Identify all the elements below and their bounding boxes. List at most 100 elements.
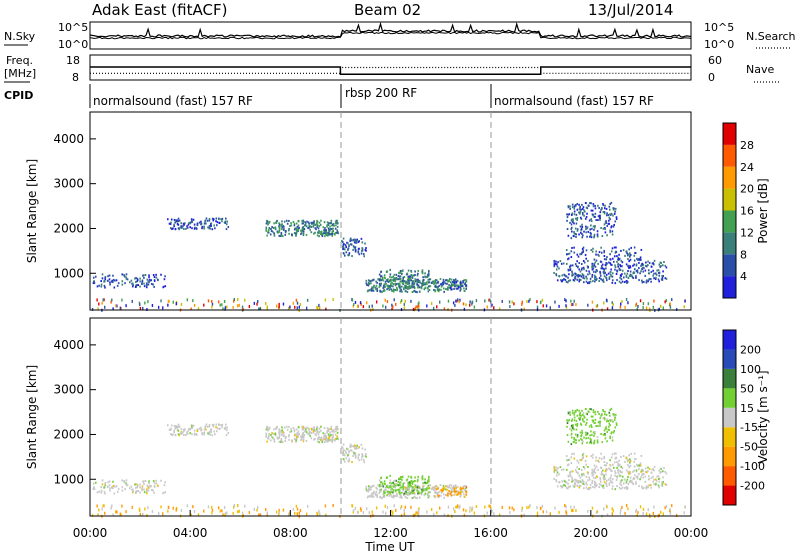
velocity-echo xyxy=(96,504,98,508)
velocity-echo xyxy=(591,468,594,471)
power-echo xyxy=(576,208,579,211)
velocity-echo xyxy=(610,474,612,477)
power-echo xyxy=(156,278,159,281)
velocity-echo xyxy=(300,437,303,440)
power-echo xyxy=(429,285,432,288)
velocity-echo xyxy=(650,476,653,479)
power-echo xyxy=(409,275,412,278)
power-echo xyxy=(575,235,577,238)
power-echo xyxy=(457,287,459,290)
power-echo xyxy=(305,306,308,310)
velocity-echo xyxy=(121,504,123,508)
power-y-tick-label-3: 4000 xyxy=(53,132,84,146)
power-echo xyxy=(403,275,406,278)
velocity-echo xyxy=(577,461,580,464)
power-echo xyxy=(237,298,239,302)
velocity-echo xyxy=(192,424,195,427)
power-echo xyxy=(583,209,585,212)
power-echo xyxy=(635,276,637,279)
power-echo xyxy=(145,286,148,289)
velocity-echo xyxy=(110,486,113,489)
power-echo xyxy=(302,220,305,223)
power-echo xyxy=(378,286,381,289)
velocity-echo xyxy=(258,513,260,517)
velocity-echo xyxy=(319,429,322,432)
power-echo xyxy=(655,276,657,279)
power-echo xyxy=(573,222,575,225)
power-echo xyxy=(302,234,305,237)
velocity-echo xyxy=(603,478,605,481)
power-echo xyxy=(314,223,317,226)
power-echo xyxy=(295,234,297,237)
velocity-echo xyxy=(624,511,626,515)
velocity-echo xyxy=(224,512,227,516)
power-echo xyxy=(318,235,320,238)
power-echo xyxy=(571,218,573,221)
velocity-echo xyxy=(566,459,568,462)
velocity-echo xyxy=(450,491,453,494)
power-echo xyxy=(653,299,655,303)
velocity-echo xyxy=(417,508,419,512)
velocity-echo xyxy=(302,440,305,443)
velocity-echo xyxy=(580,423,583,426)
velocity-echo xyxy=(302,438,305,441)
power-echo xyxy=(269,233,272,236)
velocity-echo xyxy=(208,431,211,434)
velocity-echo xyxy=(398,483,401,486)
velocity-echo xyxy=(391,513,393,517)
power-echo xyxy=(625,274,628,277)
power-echo xyxy=(664,277,667,280)
power-echo xyxy=(555,263,558,266)
power-echo xyxy=(186,226,189,229)
power-echo xyxy=(290,224,293,227)
power-echo xyxy=(627,257,629,260)
power-echo xyxy=(330,222,333,225)
power-echo xyxy=(560,262,563,265)
velocity-echo xyxy=(278,435,281,438)
power-echo xyxy=(224,217,227,220)
power-echo xyxy=(601,267,604,270)
power-echo xyxy=(308,225,311,228)
velocity-echo xyxy=(571,412,574,415)
power-echo xyxy=(394,284,397,287)
velocity-echo xyxy=(465,486,468,489)
velocity-echo xyxy=(128,487,131,490)
velocity-echo xyxy=(571,436,573,439)
power-echo xyxy=(618,280,621,283)
x-tick-label-5: 20:00 xyxy=(574,526,609,540)
power-echo xyxy=(326,221,329,224)
power-echo xyxy=(201,227,203,230)
power-echo xyxy=(193,303,196,307)
power-echo xyxy=(265,226,268,229)
power-echo xyxy=(386,300,389,304)
power-echo xyxy=(274,227,277,230)
power-echo xyxy=(107,275,109,278)
velocity-echo xyxy=(606,440,608,443)
velocity-echo xyxy=(298,426,300,429)
power-echo xyxy=(357,250,360,253)
power-echo xyxy=(394,278,397,281)
power-echo xyxy=(572,278,575,281)
velocity-echo xyxy=(594,410,596,413)
velocity-echo xyxy=(155,482,158,485)
power-echo xyxy=(342,246,345,249)
power-echo xyxy=(629,255,631,258)
power-echo xyxy=(312,225,315,228)
power-echo xyxy=(513,302,515,306)
velocity-echo xyxy=(589,434,592,437)
power-echo xyxy=(592,270,595,273)
power-echo xyxy=(392,275,395,278)
velocity-echo xyxy=(314,429,317,432)
power-echo xyxy=(567,257,570,260)
velocity-echo xyxy=(647,486,649,489)
velocity-echo xyxy=(378,485,381,488)
power-echo xyxy=(553,265,556,268)
velocity-echo xyxy=(146,513,148,517)
velocity-echo xyxy=(633,469,635,472)
velocity-echo xyxy=(411,482,414,485)
power-echo xyxy=(345,246,347,249)
power-echo xyxy=(634,252,636,255)
power-echo xyxy=(661,274,663,277)
velocity-echo xyxy=(386,506,389,510)
velocity-echo xyxy=(521,508,523,512)
